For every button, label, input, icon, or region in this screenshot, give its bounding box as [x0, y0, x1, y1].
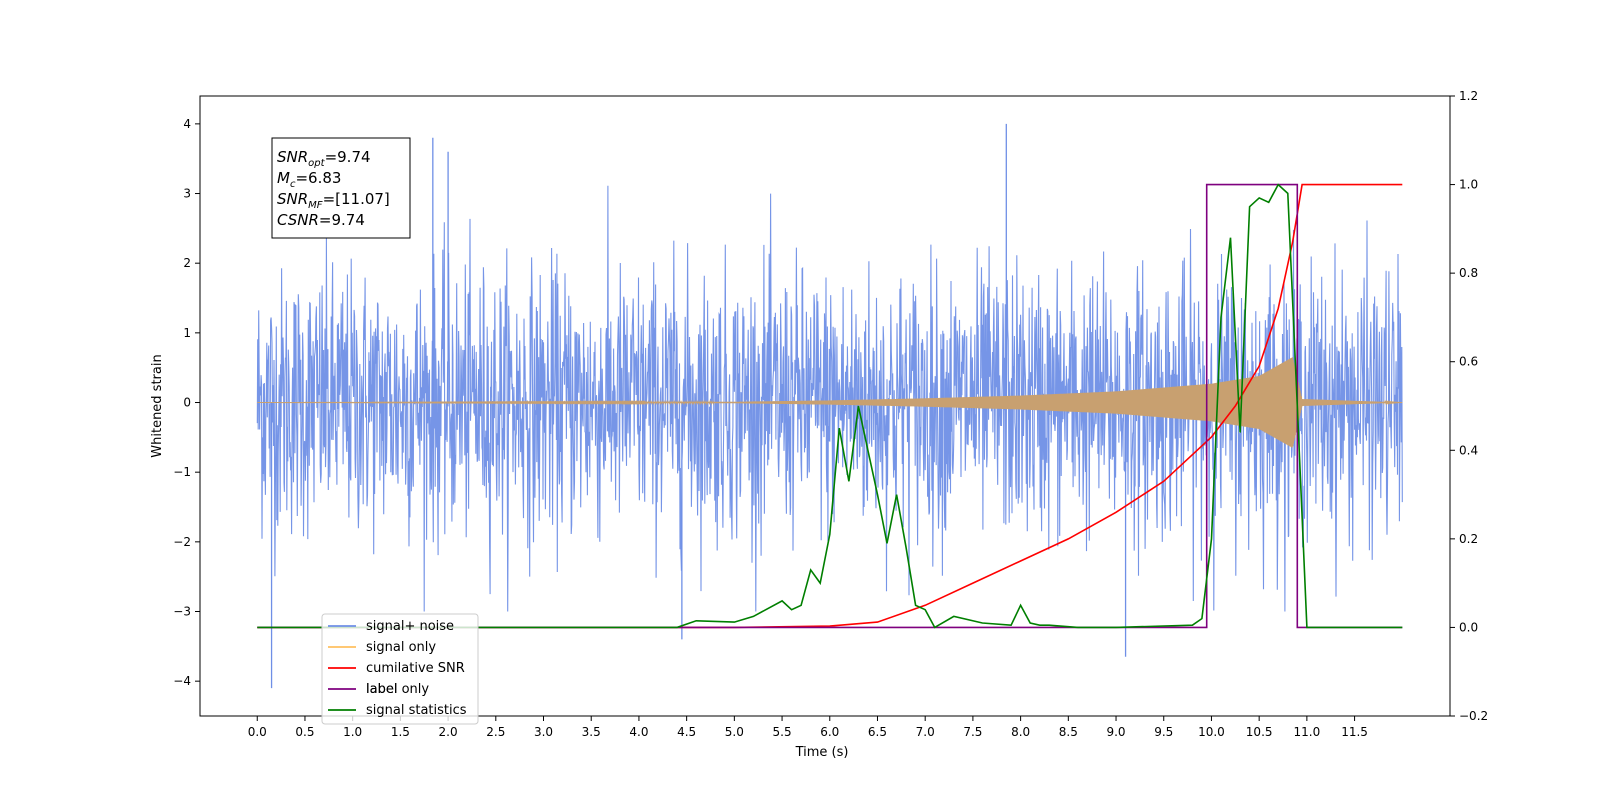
- x-tick-label: 9.5: [1154, 725, 1173, 739]
- y-tick-label: 1: [183, 326, 191, 340]
- x-tick-label: 7.0: [916, 725, 935, 739]
- x-tick-label: 3.5: [582, 725, 601, 739]
- y-axis-right: 1.2 1.0 0.8 0.6 0.4 0.2 0.0 −0.2: [1450, 89, 1488, 723]
- annotation-frame: [271, 137, 411, 239]
- x-tick-label: 10.0: [1198, 725, 1225, 739]
- annotation-value: =9.74: [319, 211, 365, 229]
- series-layer: [256, 123, 1403, 689]
- chirp-trace: [257, 357, 1403, 448]
- y2-tick-label: 0.4: [1459, 443, 1478, 457]
- annotation-symbol: CSNR: [277, 211, 319, 229]
- legend-label: label: [366, 682, 397, 697]
- y2-tick-label: 0.6: [1459, 355, 1478, 369]
- plot-frame: [199, 95, 1451, 717]
- y2-tick-label: −0.2: [1459, 709, 1488, 723]
- y2-tick-label: 0.8: [1459, 266, 1478, 280]
- annotation-subscript: opt: [308, 158, 325, 169]
- y-tick-label: −1: [173, 465, 191, 479]
- y-tick-label: −3: [173, 605, 191, 619]
- annotation-symbol: SNR: [277, 190, 308, 208]
- annotation-value: =6.83: [295, 169, 341, 187]
- x-tick-label: 11.5: [1341, 725, 1368, 739]
- x-tick-label: 4.5: [677, 725, 696, 739]
- x-tick-label: 1.0: [343, 725, 362, 739]
- annotation-subscript: MF: [308, 200, 323, 211]
- y-tick-label: −4: [173, 674, 191, 688]
- series-cumilative-snr: [257, 183, 1403, 629]
- x-tick-label: 0.0: [248, 725, 267, 739]
- x-tick-label: 8.0: [1011, 725, 1030, 739]
- line-trace: [257, 183, 1403, 629]
- x-tick-label: 9.0: [1106, 725, 1125, 739]
- x-tick-label: 5.0: [725, 725, 744, 739]
- x-tick-label: 8.5: [1059, 725, 1078, 739]
- annotation-line: SNRopt=9.74: [277, 148, 371, 169]
- x-tick-label: 2.0: [439, 725, 458, 739]
- y-tick-label: 3: [183, 187, 191, 201]
- x-axis-label: Time (s): [795, 745, 849, 760]
- y-axis-left: 4 3 2 1 0 −1 −2 −3 −4: [173, 117, 200, 688]
- legend-label: signal only: [366, 640, 436, 655]
- y2-tick-label: 0.0: [1459, 620, 1478, 634]
- legend-label: cumilative SNR: [366, 661, 465, 676]
- x-tick-label: 6.0: [820, 725, 839, 739]
- legend-label: signal+ noise: [366, 619, 454, 634]
- x-tick-label: 5.5: [773, 725, 792, 739]
- legend-hidden-label: label only: [366, 682, 429, 697]
- x-tick-label: 10.5: [1246, 725, 1273, 739]
- x-tick-label: 2.5: [486, 725, 505, 739]
- x-tick-label: 7.5: [963, 725, 982, 739]
- legend-label: signal statistics: [366, 703, 467, 718]
- y-axis-label: Whitened strain: [150, 354, 165, 457]
- legend: label only signal+ noise signal only cumila…: [321, 613, 479, 725]
- x-tick-label: 6.5: [868, 725, 887, 739]
- annotation-value: =9.74: [325, 148, 371, 166]
- series-signal-statistics: [257, 183, 1403, 629]
- noise-trace: [256, 185, 1403, 612]
- y2-tick-label: 0.2: [1459, 532, 1478, 546]
- y-tick-label: 0: [183, 396, 191, 410]
- annotation-value: =[11.07]: [323, 190, 390, 208]
- annotation-line: Mc=6.83: [277, 169, 341, 190]
- annotation-line: CSNR=9.74: [277, 211, 365, 229]
- series-signal-noise: [256, 123, 1403, 689]
- x-tick-label: 11.0: [1294, 725, 1321, 739]
- x-tick-label: 1.5: [391, 725, 410, 739]
- y-tick-label: 2: [183, 256, 191, 270]
- y2-tick-label: 1.0: [1459, 178, 1478, 192]
- annotation-subscript: c: [290, 179, 296, 190]
- annotation-line: SNRMF=[11.07]: [277, 190, 390, 211]
- x-tick-label: 4.0: [629, 725, 648, 739]
- legend-frame: [321, 613, 479, 725]
- y2-tick-label: 1.2: [1459, 89, 1478, 103]
- y-tick-label: 4: [183, 117, 191, 131]
- series-signal-only: [257, 357, 1403, 448]
- x-tick-label: 3.0: [534, 725, 553, 739]
- y-tick-label: −2: [173, 535, 191, 549]
- x-axis: 0.0 0.5 1.0 1.5 2.0 2.5 3.0 3.5 4.0 4.5 5.0 5.5 6.0 6…: [248, 716, 1368, 739]
- line-trace: [257, 183, 1403, 629]
- x-tick-label: 0.5: [295, 725, 314, 739]
- annotation-symbol: M: [277, 169, 290, 187]
- annotation-symbol: SNR: [277, 148, 308, 166]
